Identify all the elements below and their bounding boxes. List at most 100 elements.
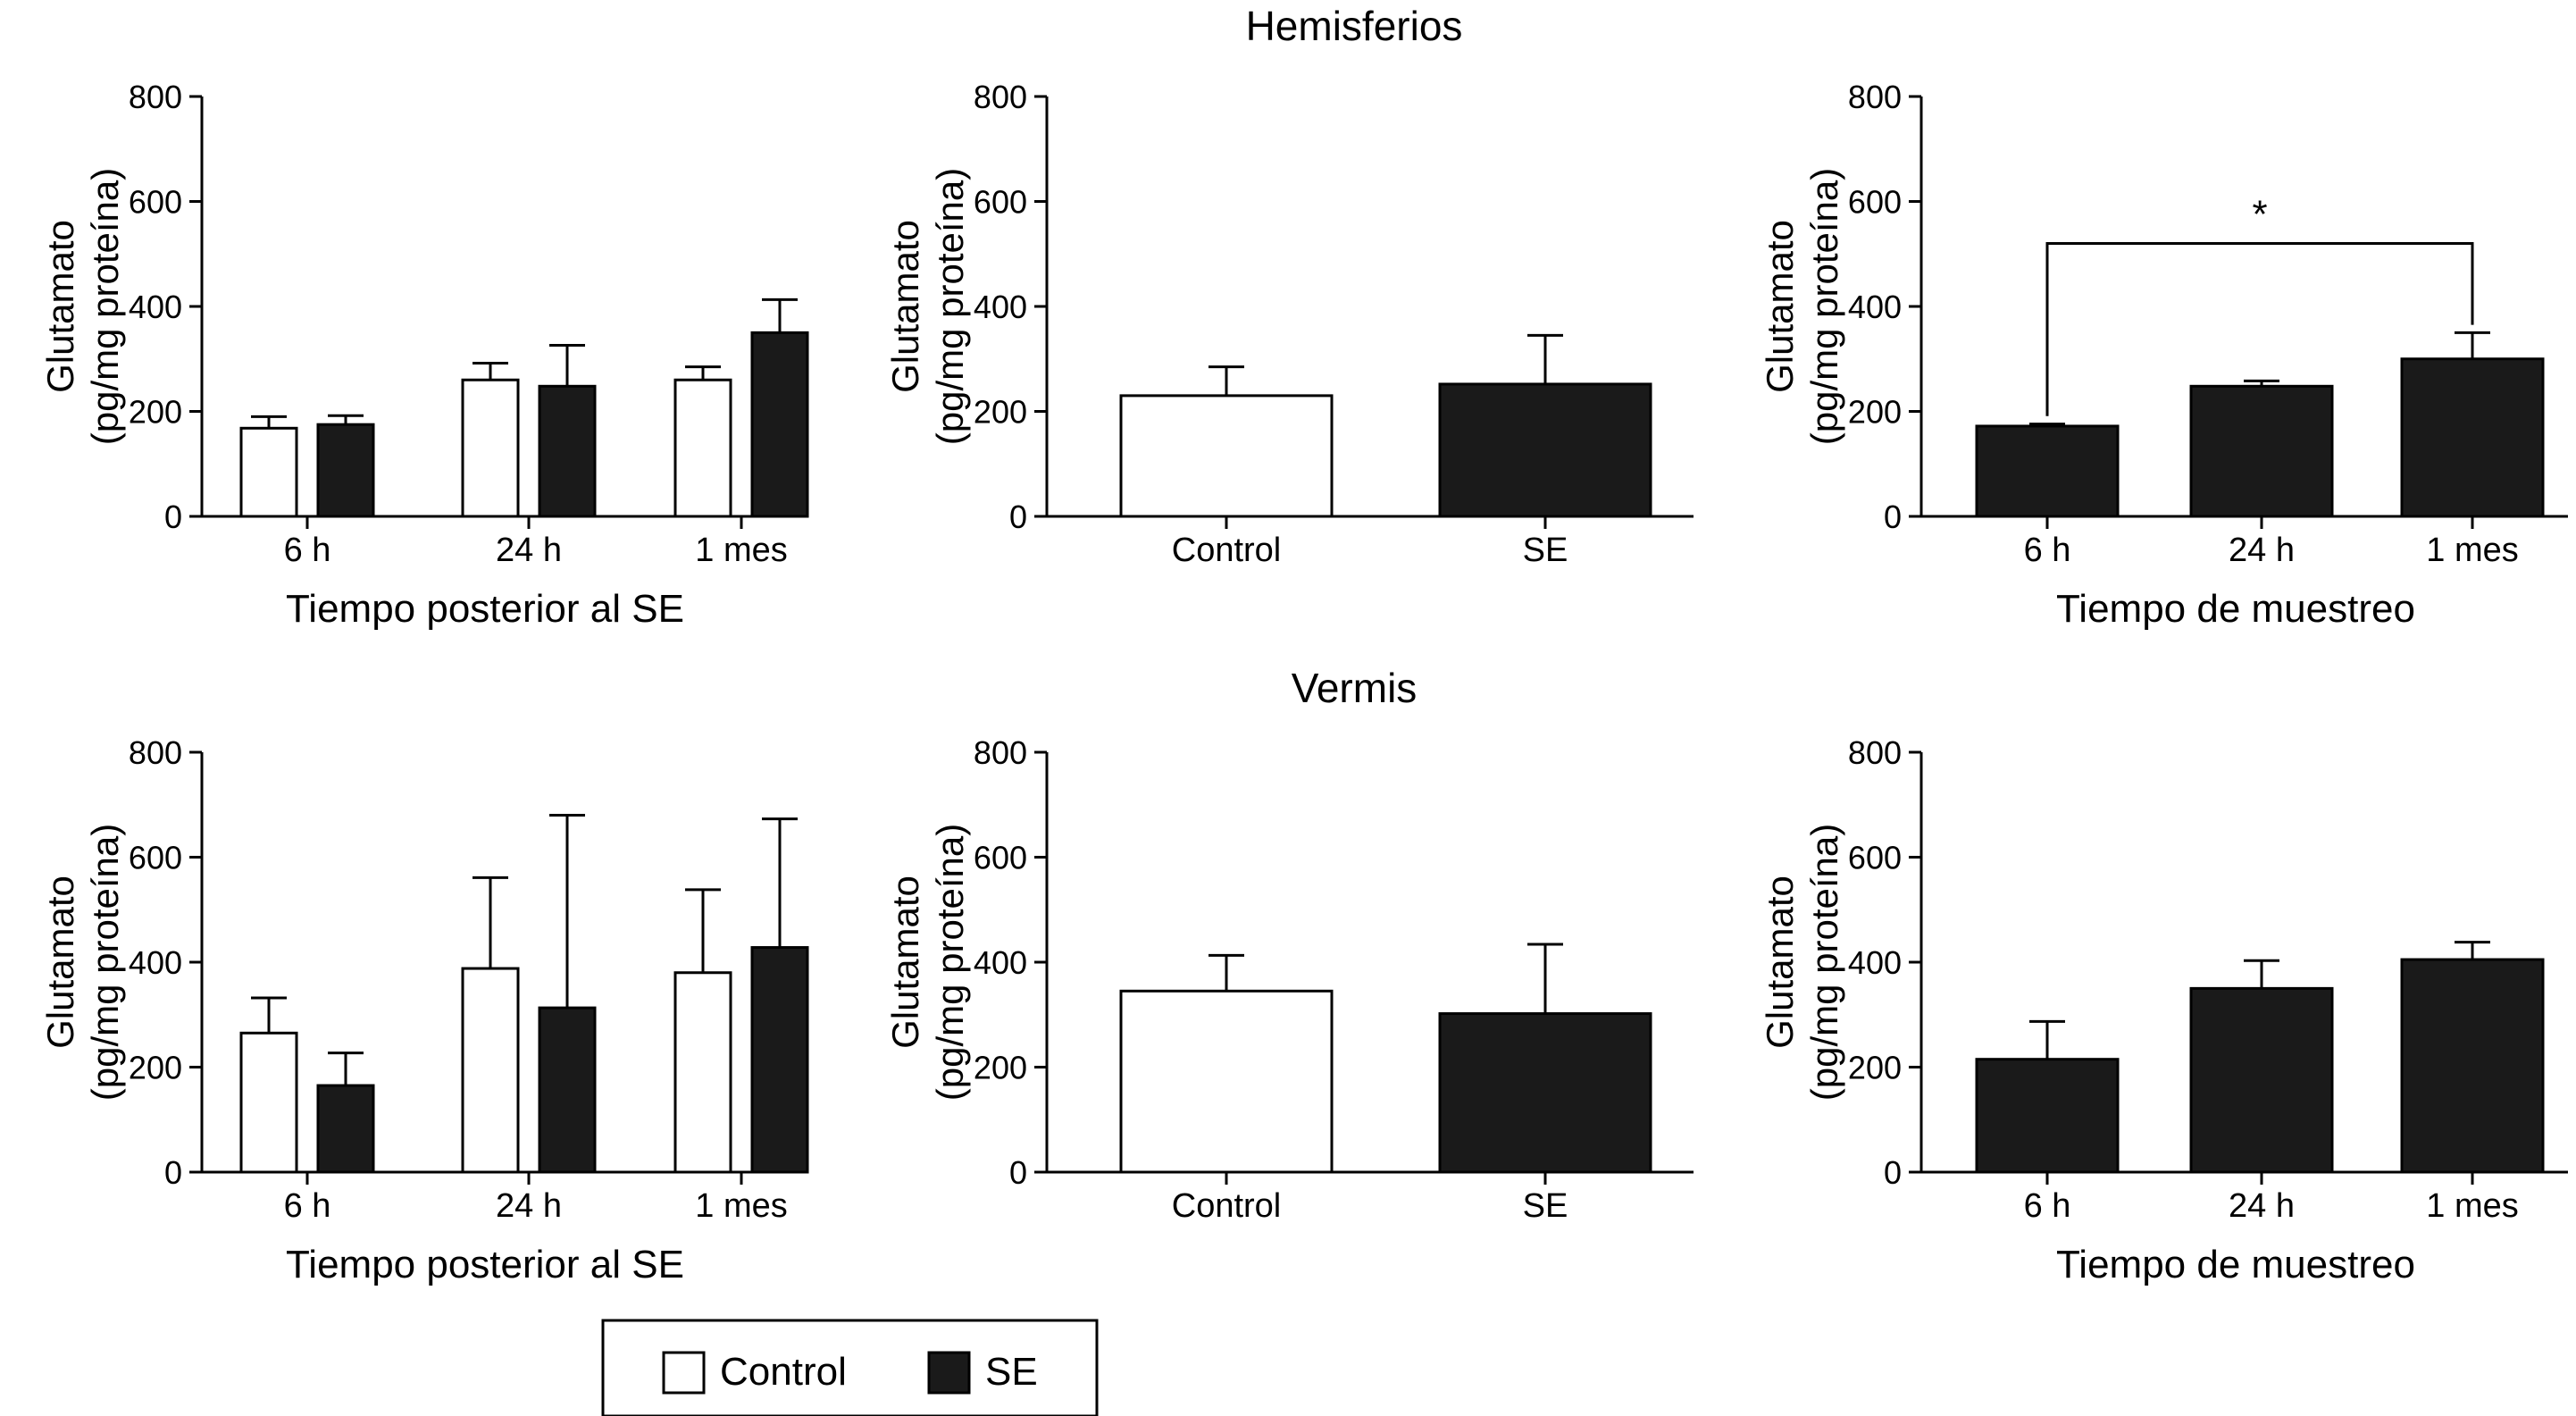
y-axis-label-line: (pg/mg proteína) — [929, 824, 971, 1102]
bar — [673, 971, 732, 1174]
y-axis-label-line: Glutamato — [1759, 876, 1801, 1049]
y-axis-label: Glutamato(pg/mg proteína) — [884, 824, 971, 1102]
y-axis-label: Glutamato(pg/mg proteína) — [1759, 168, 1845, 446]
y-tick-label: 800 — [974, 79, 1027, 115]
significance-marker: * — [2252, 193, 2267, 237]
y-tick-label: 800 — [1848, 734, 1902, 771]
x-tick-label: SE — [1523, 1187, 1568, 1225]
y-tick-label: 200 — [1848, 394, 1902, 431]
y-axis-label: Glutamato(pg/mg proteína) — [39, 168, 126, 446]
x-tick-label: 6 h — [284, 1187, 331, 1225]
y-axis-label-line: Glutamato — [884, 220, 926, 393]
y-tick-label: 400 — [129, 944, 182, 981]
y-tick-label: 200 — [1848, 1050, 1902, 1086]
x-tick-label: 6 h — [284, 532, 331, 569]
x-tick-label: Control — [1172, 532, 1282, 569]
x-tick-label: 1 mes — [695, 1187, 787, 1225]
y-tick-label: 0 — [1884, 1154, 1902, 1191]
y-tick-label: 600 — [129, 840, 182, 876]
chart-panel-hemisferios-muestreo: 0 200 400 600 800 Glutamato(pg/mg proteína) 6 … — [1759, 79, 2568, 631]
y-tick-label: 800 — [1848, 79, 1902, 115]
y-tick-label: 600 — [129, 184, 182, 221]
bar — [750, 946, 809, 1174]
chart-panel-hemisferios-tiempo-posterior: 0 200 400 600 800 Glutamato(pg/mg proteína) 6 … — [39, 79, 809, 631]
y-tick-label: 600 — [1848, 840, 1902, 876]
y-tick-label: 200 — [974, 394, 1027, 431]
y-tick-label: 200 — [974, 1050, 1027, 1086]
chart-panel-hemisferios-control-se: 0 200 400 600 800 Glutamato(pg/mg proteína) Co… — [884, 79, 1694, 569]
x-tick-label: 24 h — [496, 532, 562, 569]
x-tick-label: 24 h — [2229, 532, 2295, 569]
x-tick-label: 1 mes — [2426, 532, 2518, 569]
y-tick-label: 0 — [1884, 499, 1902, 535]
bar — [239, 426, 298, 518]
section-title-hemisferios: Hemisferios — [1246, 3, 1463, 49]
x-axis-label: Tiempo posterior al SE — [286, 1243, 684, 1286]
bar — [2400, 958, 2545, 1174]
section-title-vermis: Vermis — [1292, 665, 1418, 711]
y-tick-label: 400 — [1848, 944, 1902, 981]
y-tick-label: 800 — [129, 734, 182, 771]
chart-panel-vermis-control-se: 0 200 400 600 800 Glutamato(pg/mg proteína) Co… — [884, 734, 1694, 1225]
y-tick-label: 200 — [129, 1050, 182, 1086]
y-axis-label: Glutamato(pg/mg proteína) — [884, 168, 971, 446]
y-axis-label-line: Glutamato — [39, 220, 81, 393]
bar — [1438, 382, 1652, 518]
x-tick-label: 1 mes — [2426, 1187, 2518, 1225]
y-tick-label: 800 — [974, 734, 1027, 771]
legend-box — [601, 1319, 1099, 1416]
y-axis-label: Glutamato(pg/mg proteína) — [39, 824, 126, 1102]
y-tick-label: 0 — [1009, 1154, 1027, 1191]
bar — [316, 1084, 375, 1174]
y-axis-label-line: (pg/mg proteína) — [84, 824, 126, 1102]
bar — [1975, 1058, 2120, 1174]
x-tick-label: 6 h — [2024, 532, 2071, 569]
bar — [461, 967, 520, 1174]
legend: Control SE — [601, 1319, 1099, 1416]
bar — [1119, 394, 1334, 518]
legend-label-se: SE — [985, 1350, 1038, 1394]
x-tick-label: 24 h — [496, 1187, 562, 1225]
chart-panel-vermis-muestreo: 0 200 400 600 800 Glutamato(pg/mg proteína) 6 … — [1759, 734, 2568, 1286]
x-tick-label: SE — [1523, 532, 1568, 569]
x-tick-label: 6 h — [2024, 1187, 2071, 1225]
y-tick-label: 400 — [974, 944, 1027, 981]
x-tick-label: 24 h — [2229, 1187, 2295, 1225]
y-tick-label: 800 — [129, 79, 182, 115]
y-axis-label-line: Glutamato — [1759, 220, 1801, 393]
bar — [538, 384, 597, 518]
y-axis-label: Glutamato(pg/mg proteína) — [1759, 824, 1845, 1102]
bar — [239, 1031, 298, 1174]
y-tick-label: 600 — [1848, 184, 1902, 221]
x-axis-label: Tiempo de muestreo — [2056, 1243, 2415, 1286]
y-tick-label: 400 — [974, 289, 1027, 325]
y-axis-label-line: (pg/mg proteína) — [1803, 824, 1845, 1102]
x-axis-label: Tiempo posterior al SE — [286, 587, 684, 631]
y-tick-label: 600 — [974, 840, 1027, 876]
bar — [1438, 1012, 1652, 1174]
y-tick-label: 200 — [129, 394, 182, 431]
y-tick-label: 400 — [129, 289, 182, 325]
x-tick-label: Control — [1172, 1187, 1282, 1225]
y-tick-label: 0 — [164, 1154, 182, 1191]
y-tick-label: 0 — [164, 499, 182, 535]
bar — [1975, 424, 2120, 518]
y-axis-label-line: (pg/mg proteína) — [1803, 168, 1845, 446]
significance-bracket — [2045, 242, 2474, 416]
chart-panel-vermis-tiempo-posterior: 0 200 400 600 800 Glutamato(pg/mg proteína) 6 … — [39, 734, 809, 1286]
y-axis-label-line: Glutamato — [39, 876, 81, 1049]
bar — [461, 378, 520, 518]
bar — [538, 1006, 597, 1174]
bar — [750, 331, 809, 518]
y-tick-label: 600 — [974, 184, 1027, 221]
bar — [316, 423, 375, 518]
x-tick-label: 1 mes — [695, 532, 787, 569]
y-axis-label-line: (pg/mg proteína) — [84, 168, 126, 446]
legend-label-control: Control — [720, 1350, 847, 1394]
legend-swatch-se — [927, 1351, 971, 1395]
bar — [2400, 357, 2545, 518]
bar — [1119, 989, 1334, 1174]
y-axis-label-line: Glutamato — [884, 876, 926, 1049]
